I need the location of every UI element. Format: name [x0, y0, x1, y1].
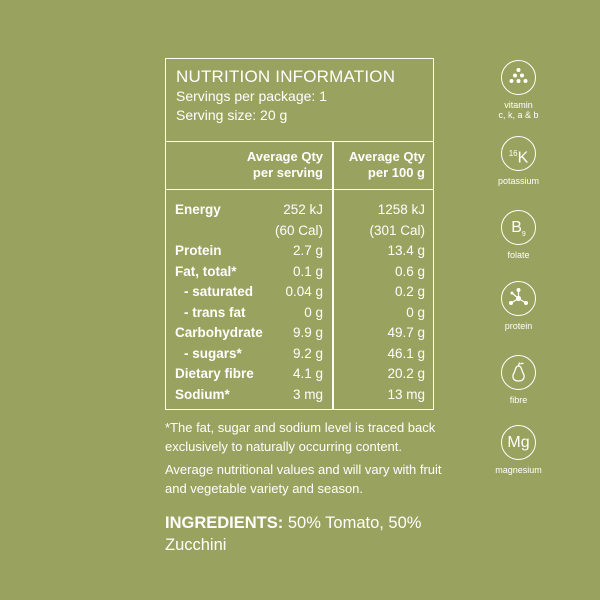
serving-size: Serving size: 20 g — [176, 107, 288, 123]
per-100g-value: 49.7 g — [387, 325, 425, 340]
column-header-per-serving: Average Qty per serving — [223, 149, 323, 181]
magnesium-badge: Mg magnesium — [491, 425, 546, 475]
protein-badge: protein — [491, 281, 546, 331]
per-serving-value: 0.04 g — [285, 284, 323, 299]
per-100g-value: 46.1 g — [387, 345, 425, 361]
icon-label: fibre — [509, 395, 528, 405]
nutrition-title: NUTRITION INFORMATION — [176, 67, 396, 86]
icon-symbol: B9 — [502, 218, 535, 245]
icon-symbol: Mg — [507, 434, 530, 451]
row-label: Sodium* — [175, 386, 230, 402]
folate-badge: B9 folate — [491, 210, 546, 260]
icon-label-line: c, k, a & b — [498, 110, 539, 120]
table-row: Fat, total* 0.1 g 0.6 g — [166, 262, 433, 283]
header-text: per 100 g — [367, 165, 425, 180]
ingredients-heading: INGREDIENTS: — [165, 514, 284, 532]
magnesium-icon: Mg — [501, 425, 536, 460]
table-row: Sodium* 3 mg 13 mg — [166, 385, 433, 406]
per-100g-value: (301 Cal) — [369, 222, 425, 238]
per-serving-value: 9.2 g — [292, 345, 323, 361]
icon-sym: K — [517, 149, 529, 167]
header-text: Average Qty — [348, 149, 425, 164]
header-text: Average Qty — [246, 149, 323, 164]
folate-icon: B9 — [501, 210, 536, 245]
icon-sym: B — [511, 219, 522, 236]
per-serving-value: 2.7 g — [292, 243, 323, 258]
per-serving-value: 3 mg — [292, 386, 323, 402]
icon-label: magnesium — [495, 465, 542, 475]
nutrition-header: NUTRITION INFORMATION Servings per packa… — [166, 59, 433, 142]
per-serving-value: 4.1 g — [292, 366, 323, 381]
nutrition-panel: NUTRITION INFORMATION Servings per packa… — [165, 58, 434, 410]
per-serving-value: 9.9 g — [292, 325, 323, 340]
header-text: per serving — [252, 165, 323, 180]
potassium-icon: 16K — [501, 136, 536, 171]
table-body: Energy 252 kJ 1258 kJ (60 Cal) (301 Cal) Pr… — [166, 200, 433, 405]
icon-sub: 9 — [521, 231, 526, 239]
servings-per-package: Servings per package: 1 — [176, 88, 327, 104]
row-label: - trans fat — [184, 304, 246, 320]
icon-label: potassium — [497, 176, 540, 186]
per-100g-value: 13.4 g — [387, 243, 425, 258]
row-label: Dietary fibre — [175, 366, 254, 381]
per-100g-value: 20.2 g — [387, 366, 425, 381]
table-header: Average Qty per serving Average Qty per … — [166, 142, 433, 190]
fibre-icon — [501, 355, 536, 390]
row-label: - saturated — [184, 284, 254, 299]
ingredients-text: 50% Tomato, 50% Zucchini — [165, 514, 422, 554]
column-divider — [332, 142, 334, 409]
per-100g-value: 0.6 g — [394, 263, 425, 279]
table-row: (60 Cal) (301 Cal) — [166, 221, 433, 242]
row-label: Carbohydrate — [175, 325, 263, 340]
table-row: - saturated 0.04 g 0.2 g — [166, 282, 433, 303]
table-row: Carbohydrate 9.9 g 49.7 g — [166, 323, 433, 344]
table-row: - sugars* 9.2 g 46.1 g — [166, 344, 433, 365]
table-row: Dietary fibre 4.1 g 20.2 g — [166, 364, 433, 385]
nutrition-table: Average Qty per serving Average Qty per … — [166, 142, 433, 409]
vitamin-icon — [501, 60, 536, 95]
per-serving-value: 0 g — [304, 304, 323, 320]
icon-label: vitamin c, k, a & b — [491, 100, 546, 120]
per-100g-value: 0 g — [406, 304, 425, 320]
potassium-badge: 16K potassium — [491, 136, 546, 186]
icon-label: protein — [504, 321, 533, 331]
per-100g-value: 1258 kJ — [377, 202, 425, 217]
icon-symbol: 16K — [502, 144, 535, 168]
vitamin-badge: vitamin c, k, a & b — [491, 60, 546, 120]
footnote-natural-content: *The fat, sugar and sodium level is trac… — [165, 420, 436, 454]
per-serving-value: 0.1 g — [292, 263, 323, 279]
per-serving-value: (60 Cal) — [274, 222, 323, 238]
footnote-average-values: Average nutritional values and will vary… — [165, 462, 442, 496]
per-serving-value: 252 kJ — [283, 202, 323, 217]
column-header-per-100g: Average Qty per 100 g — [325, 149, 425, 181]
icon-label-line: vitamin — [504, 100, 533, 110]
per-100g-value: 13 mg — [387, 386, 425, 402]
row-label: Protein — [175, 243, 222, 258]
ingredients: INGREDIENTS: 50% Tomato, 50% Zucchini — [165, 512, 455, 556]
fibre-badge: fibre — [491, 355, 546, 405]
row-label: Energy — [175, 202, 221, 217]
table-row: - trans fat 0 g 0 g — [166, 303, 433, 324]
row-label: - sugars* — [184, 345, 242, 361]
table-row: Energy 252 kJ 1258 kJ — [166, 200, 433, 221]
icon-sup: 16 — [508, 149, 518, 158]
protein-icon — [501, 281, 536, 316]
icon-label: folate — [507, 250, 530, 260]
table-row: Protein 2.7 g 13.4 g — [166, 241, 433, 262]
row-label: Fat, total* — [175, 263, 237, 279]
per-100g-value: 0.2 g — [394, 284, 425, 299]
